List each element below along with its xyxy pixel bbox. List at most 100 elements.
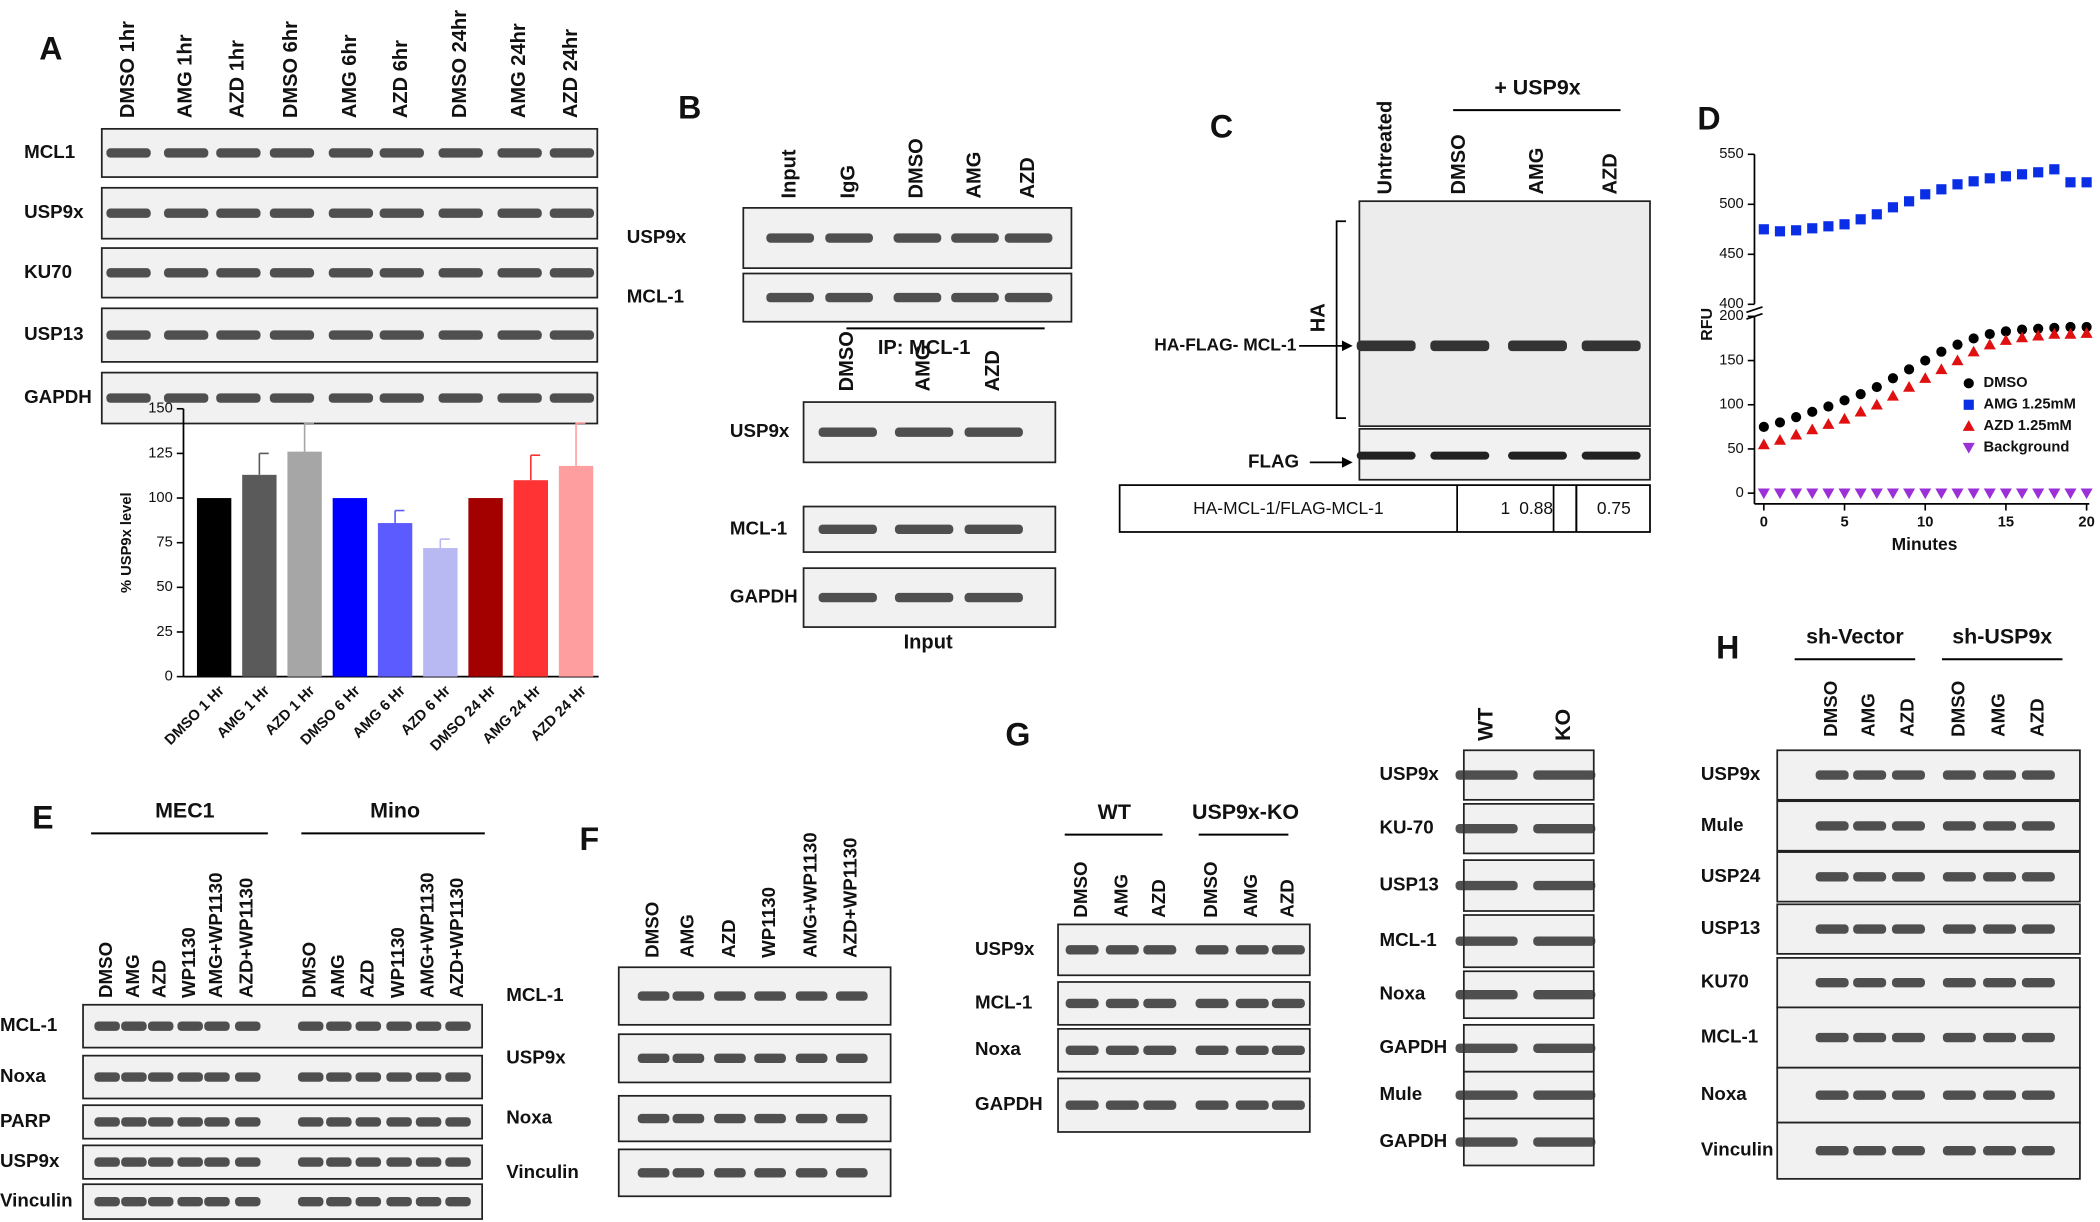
band [1891, 770, 1925, 780]
band [637, 1053, 670, 1064]
panel-letter: D [1697, 100, 1720, 136]
point [1870, 398, 1883, 410]
band [1105, 1045, 1139, 1055]
band [297, 1196, 324, 1207]
row-label: MCL-1 [730, 517, 787, 538]
band [415, 1157, 442, 1167]
point [1952, 179, 1963, 190]
y-tick-label: 50 [1727, 441, 1743, 457]
table-cell: 1 [1501, 498, 1511, 518]
lane-label: DMSO [1200, 861, 1221, 917]
band [177, 1021, 203, 1031]
row-label: MCL-1 [506, 984, 563, 1005]
lane-label: Untreated [1374, 101, 1396, 195]
lane-label: DMSO [1070, 861, 1091, 917]
lane-label: AMG [1858, 693, 1879, 737]
point [2081, 177, 2092, 188]
band [328, 393, 374, 403]
band [1853, 770, 1887, 780]
band [1271, 945, 1305, 955]
band [2021, 1032, 2055, 1043]
band [2021, 872, 2055, 882]
panel-letter: H [1716, 629, 1739, 665]
band [269, 330, 315, 340]
band [1065, 945, 1099, 955]
band [964, 592, 1023, 603]
point [1903, 196, 1915, 207]
band [106, 268, 151, 278]
band [1942, 1146, 1976, 1156]
point [1999, 334, 2012, 345]
point [2048, 328, 2061, 339]
band [1533, 990, 1596, 1000]
band [795, 991, 828, 1001]
band [1983, 1032, 2017, 1043]
band [386, 1021, 412, 1031]
band [297, 1117, 324, 1127]
legend-label: AZD 1.25mM [1983, 418, 2071, 434]
row-label: Noxa [0, 1065, 46, 1086]
band [1815, 1032, 1849, 1043]
lane-label: WP1130 [758, 887, 779, 958]
band [204, 1196, 230, 1207]
point [1838, 412, 1851, 424]
band [1853, 1090, 1887, 1100]
band [147, 1157, 174, 1167]
point [1999, 488, 2012, 500]
y-tick-label: 200 [1719, 308, 1744, 324]
point [1854, 405, 1867, 417]
band [1853, 1032, 1887, 1043]
band [204, 1157, 230, 1167]
band [549, 268, 595, 278]
band [1143, 998, 1177, 1009]
band [269, 268, 315, 278]
band [415, 1196, 442, 1207]
band [355, 1196, 382, 1207]
band [2021, 924, 2055, 934]
band [386, 1072, 412, 1082]
table-cell: HA-MCL-1/FLAG-MCL-1 [1193, 498, 1384, 518]
point [2080, 488, 2093, 500]
band [1891, 1090, 1925, 1100]
lane-label: WT [1473, 708, 1497, 741]
band [894, 427, 954, 437]
lane-label: AMG 24hr [508, 23, 530, 118]
x-tick-label: 0 [1760, 514, 1768, 530]
band [147, 1196, 174, 1207]
row-label: Vinculin [0, 1190, 73, 1211]
point [1984, 173, 1995, 184]
band [835, 1168, 868, 1178]
lane-label: AMG [1240, 874, 1261, 918]
band [445, 1196, 471, 1207]
band [1983, 821, 2017, 831]
band [445, 1157, 471, 1167]
band [147, 1117, 174, 1127]
panel-letter: B [678, 90, 701, 126]
y-tick-label: 150 [1719, 352, 1744, 368]
band [835, 991, 868, 1001]
point [1903, 381, 1916, 392]
band [1105, 945, 1139, 955]
band [714, 991, 746, 1001]
group-label: Mino [370, 799, 420, 823]
bar [468, 498, 503, 677]
band [835, 1113, 868, 1124]
band [964, 427, 1023, 437]
row-label: Vinculin [1701, 1139, 1774, 1160]
band [951, 292, 999, 303]
band [216, 330, 261, 340]
band [754, 1168, 786, 1178]
lane-label: AZD [2026, 698, 2047, 737]
row-label: MCL-1 [627, 286, 684, 307]
band [1815, 1090, 1849, 1100]
band [1235, 1100, 1269, 1110]
band [549, 148, 595, 158]
band [1815, 872, 1849, 882]
band [714, 1168, 746, 1178]
y-axis-label: RFU [1698, 308, 1716, 341]
row-label: PARP [0, 1110, 51, 1131]
band [163, 148, 209, 158]
band [714, 1113, 746, 1124]
lane-label: AMG [676, 914, 697, 958]
x-tick-label: 20 [2078, 514, 2094, 530]
